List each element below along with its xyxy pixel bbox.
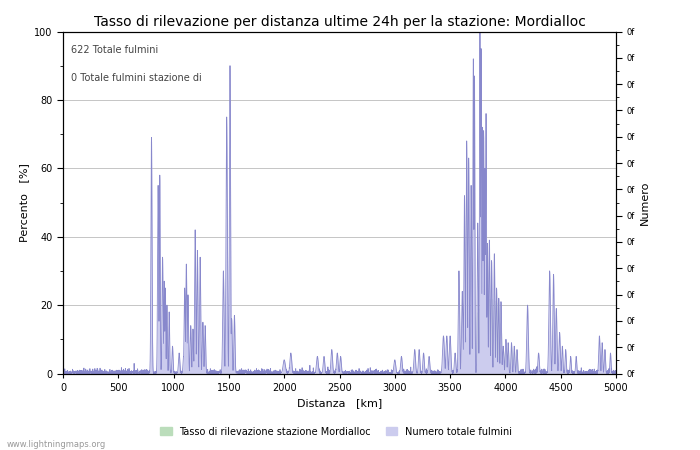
Y-axis label: Percento   [%]: Percento [%] [19,163,29,242]
Text: www.lightningmaps.org: www.lightningmaps.org [7,440,106,449]
Text: 622 Totale fulmini: 622 Totale fulmini [71,45,158,55]
Text: 0 Totale fulmini stazione di: 0 Totale fulmini stazione di [71,72,202,82]
Y-axis label: Numero: Numero [640,180,650,225]
Legend: Tasso di rilevazione stazione Mordialloc, Numero totale fulmini: Tasso di rilevazione stazione Mordialloc… [156,423,516,441]
Title: Tasso di rilevazione per distanza ultime 24h per la stazione: Mordialloc: Tasso di rilevazione per distanza ultime… [94,15,585,29]
X-axis label: Distanza   [km]: Distanza [km] [297,398,382,408]
